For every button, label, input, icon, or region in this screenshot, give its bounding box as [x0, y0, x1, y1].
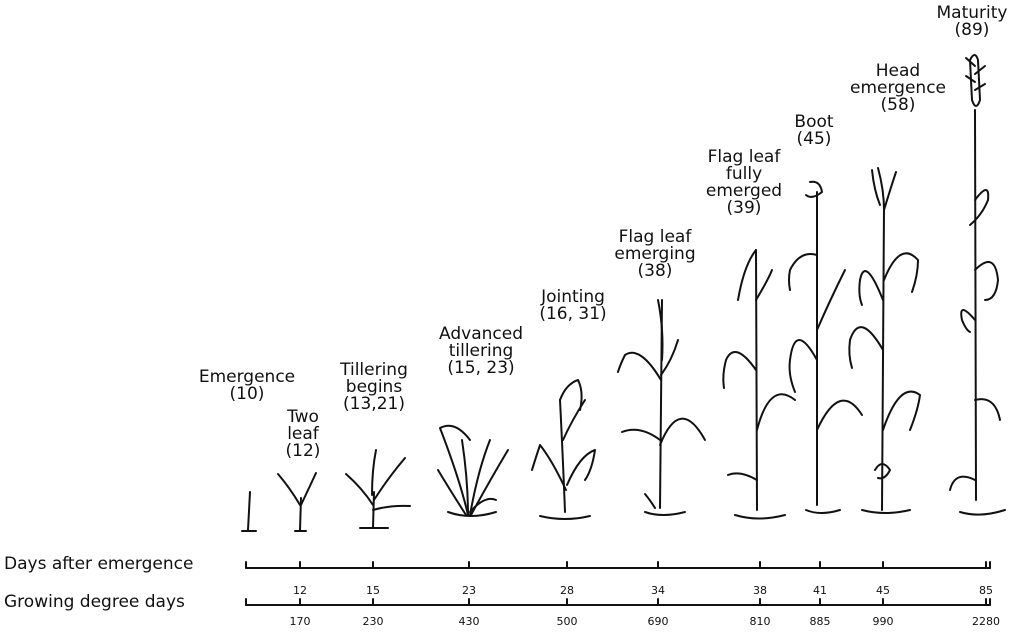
stage-label-emergence: Emergence (10)	[199, 369, 295, 403]
stage-label-line: leaf	[287, 424, 319, 444]
gdd-tick-label: 430	[458, 615, 480, 628]
stage-label-line: Maturity	[936, 3, 1008, 23]
stage-label-line: Emergence	[198, 367, 296, 387]
stage-label-line: Boot	[794, 112, 834, 132]
days-tick-label: 45	[876, 584, 890, 597]
stage-label-line: begins	[345, 377, 403, 397]
gdd-tick-label: 500	[556, 615, 578, 628]
plant-flag-leaf-fully-emerged	[722, 249, 796, 520]
stage-label-line: Flag leaf	[707, 147, 781, 167]
gdd-axis-title: Growing degree days	[4, 592, 185, 612]
days-tick-label: 41	[813, 584, 827, 597]
plant-boot	[788, 180, 863, 514]
stage-label-line: (89)	[954, 20, 990, 40]
stage-label-line: Flag leaf	[618, 227, 692, 247]
stage-label-line: (13,21)	[343, 394, 405, 414]
stage-label-line: (38)	[637, 261, 673, 281]
gdd-tick-label: 810	[749, 615, 771, 628]
stage-label-line: Advanced	[439, 324, 523, 344]
plant-maturity	[949, 54, 1006, 516]
plant-jointing	[531, 379, 596, 520]
gdd-tick-label: 990	[872, 615, 894, 628]
stage-label-two-leaf: Two leaf (12)	[286, 409, 321, 460]
plant-advanced-tillering	[437, 424, 509, 517]
stage-label-line: (45)	[796, 129, 832, 149]
stage-label-line: Jointing	[541, 287, 605, 307]
stage-label-line: tillering	[448, 341, 514, 361]
stage-label-line: (12)	[285, 441, 321, 461]
stage-label-flag-leaf-emerging: Flag leaf emerging (38)	[614, 229, 695, 280]
stage-label-line: fully	[725, 164, 763, 184]
plant-head-emergence	[848, 167, 921, 514]
stage-label-flag-leaf-fully-emerged: Flag leaf fully emerged (39)	[706, 149, 782, 217]
days-tick-label: 85	[979, 584, 993, 597]
stage-label-line: (10)	[229, 384, 265, 404]
stage-label-advanced-tillering: Advanced tillering (15, 23)	[439, 326, 523, 377]
stage-label-line: (15, 23)	[447, 358, 515, 378]
stage-label-line: (58)	[880, 95, 916, 115]
days-tick-label: 38	[753, 584, 767, 597]
gdd-tick-label: 2280	[972, 615, 1000, 628]
days-tick-label: 12	[293, 584, 307, 597]
stage-label-line: emerging	[614, 244, 696, 264]
plant-flag-leaf-emerging	[617, 299, 706, 516]
days-tick-label: 23	[462, 584, 476, 597]
gdd-tick-label: 885	[809, 615, 831, 628]
gdd-tick-label: 690	[647, 615, 669, 628]
stage-label-line: emerged	[705, 181, 783, 201]
plant-tillering-begins	[345, 449, 411, 529]
stage-label-jointing: Jointing (16, 31)	[539, 289, 606, 323]
stage-label-line: (16, 31)	[539, 304, 607, 324]
plant-two-leaf	[277, 472, 317, 532]
stage-label-tillering-begins: Tillering begins (13,21)	[340, 362, 408, 413]
gdd-tick-label: 230	[362, 615, 384, 628]
stage-label-maturity: Maturity (89)	[937, 5, 1008, 39]
stage-label-line: Head	[875, 61, 921, 81]
stage-label-line: Two	[287, 407, 319, 427]
stage-label-line: emergence	[850, 78, 946, 98]
plant-emergence	[241, 491, 257, 532]
days-tick-label: 28	[560, 584, 574, 597]
days-tick-label: 15	[366, 584, 380, 597]
days-tick-label: 34	[651, 584, 665, 597]
stage-label-boot: Boot (45)	[794, 114, 833, 148]
gdd-tick-label: 170	[289, 615, 311, 628]
stage-label-head-emergence: Head emergence (58)	[850, 63, 946, 114]
days-axis-title: Days after emergence	[4, 554, 194, 574]
stage-label-line: (39)	[726, 198, 762, 218]
stage-label-line: Tillering	[340, 360, 408, 380]
